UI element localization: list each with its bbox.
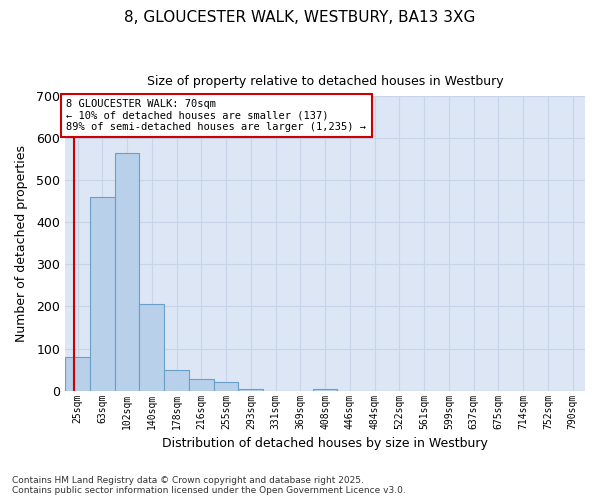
Bar <box>238 388 263 390</box>
Bar <box>164 370 189 390</box>
Y-axis label: Number of detached properties: Number of detached properties <box>15 145 28 342</box>
Bar <box>189 380 214 390</box>
Bar <box>115 153 139 390</box>
Title: Size of property relative to detached houses in Westbury: Size of property relative to detached ho… <box>147 75 503 88</box>
X-axis label: Distribution of detached houses by size in Westbury: Distribution of detached houses by size … <box>162 437 488 450</box>
Bar <box>90 197 115 390</box>
Text: Contains HM Land Registry data © Crown copyright and database right 2025.
Contai: Contains HM Land Registry data © Crown c… <box>12 476 406 495</box>
Bar <box>214 382 238 390</box>
Bar <box>65 357 90 390</box>
Text: 8 GLOUCESTER WALK: 70sqm
← 10% of detached houses are smaller (137)
89% of semi-: 8 GLOUCESTER WALK: 70sqm ← 10% of detach… <box>67 99 367 132</box>
Bar <box>139 304 164 390</box>
Text: 8, GLOUCESTER WALK, WESTBURY, BA13 3XG: 8, GLOUCESTER WALK, WESTBURY, BA13 3XG <box>124 10 476 25</box>
